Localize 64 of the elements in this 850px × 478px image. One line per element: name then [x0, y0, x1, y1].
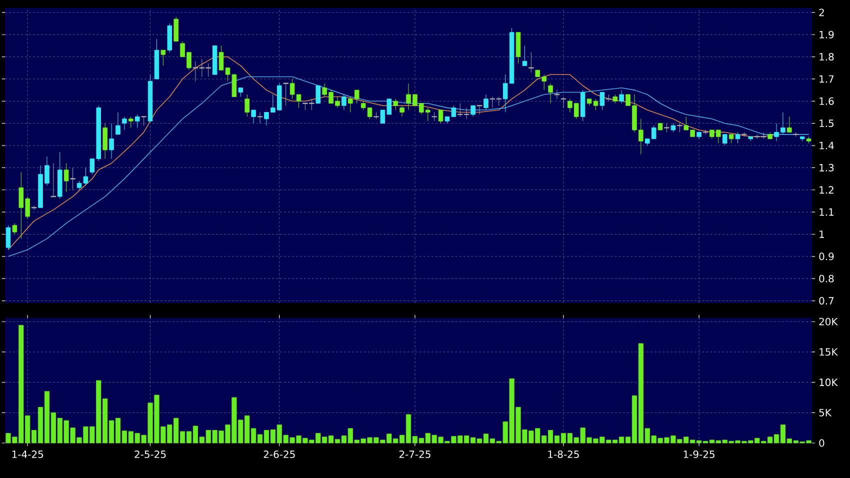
candlestick: [316, 85, 320, 104]
candlestick: [438, 110, 444, 124]
x-tick-label: 1-4-25: [12, 450, 43, 458]
y-tick-label: 10K: [820, 378, 838, 386]
candlestick: [50, 163, 57, 198]
candlestick: [619, 90, 624, 104]
y-tick-label: 1.1: [820, 208, 834, 216]
candlestick: [484, 94, 488, 110]
candlestick: [116, 112, 120, 135]
candlestick: [470, 105, 476, 117]
y-tick-label: 1: [820, 230, 824, 238]
candlestick: [735, 132, 740, 144]
x-tick-label: 1-9-25: [684, 450, 714, 458]
candlestick: [400, 105, 404, 117]
x-tick-label: 2-7-25: [399, 450, 430, 458]
y-tick-label: 1.9: [820, 30, 834, 38]
y-tick-label: 15K: [820, 348, 838, 356]
candlestick: [251, 110, 256, 124]
y-tick-label: 20K: [819, 318, 838, 326]
y-tick-label: 1.7: [820, 75, 834, 83]
y-tick-label: 0.8: [819, 274, 834, 282]
y-tick-label: 0: [819, 439, 824, 447]
x-tick-label: 1-8-25: [548, 450, 579, 458]
candlestick: [244, 94, 250, 117]
candlestick: [722, 134, 728, 146]
candlestick: [160, 50, 166, 66]
candlestick: [476, 104, 483, 115]
y-tick-label: 0.7: [819, 297, 834, 305]
candlestick: [70, 167, 76, 190]
candlestick: [12, 222, 18, 234]
candlestick: [218, 45, 224, 70]
y-tick-label: 1.4: [820, 142, 834, 150]
candlestick: [256, 112, 264, 124]
y-tick-label: 5K: [819, 408, 832, 416]
candlestick: [593, 98, 598, 110]
candlestick: [30, 205, 38, 210]
candlestick: [600, 92, 605, 110]
candlestick: [342, 94, 346, 110]
candlestick: [122, 116, 127, 130]
candlestick: [548, 83, 553, 104]
candlestick: [128, 116, 134, 128]
candlestick: [528, 52, 534, 73]
candlestick: [134, 114, 140, 128]
y-tick-label: 0.9: [819, 252, 834, 260]
candlestick: [102, 123, 108, 160]
candlestick: [282, 82, 290, 106]
candlestick: [64, 163, 69, 192]
candlestick: [554, 90, 560, 100]
candlestick: [109, 123, 114, 160]
x-tick-label: 2-5-25: [134, 450, 166, 458]
candlestick: [174, 16, 178, 42]
candlestick: [702, 130, 709, 135]
y-tick-label: 2: [819, 8, 824, 16]
candlestick: [393, 98, 398, 110]
candlestick: [6, 225, 11, 250]
y-tick-label: 1.6: [820, 97, 834, 105]
candlestick: [522, 45, 528, 66]
x-tick-label: 2-6-25: [264, 450, 295, 458]
y-tick-label: 1.8: [820, 53, 834, 61]
candlestick: [787, 116, 792, 132]
y-tick-label: 1.5: [820, 120, 834, 128]
candlestick: [560, 96, 567, 108]
y-tick-label: 1.2: [820, 186, 834, 194]
y-tick-label: 1.3: [820, 164, 834, 172]
